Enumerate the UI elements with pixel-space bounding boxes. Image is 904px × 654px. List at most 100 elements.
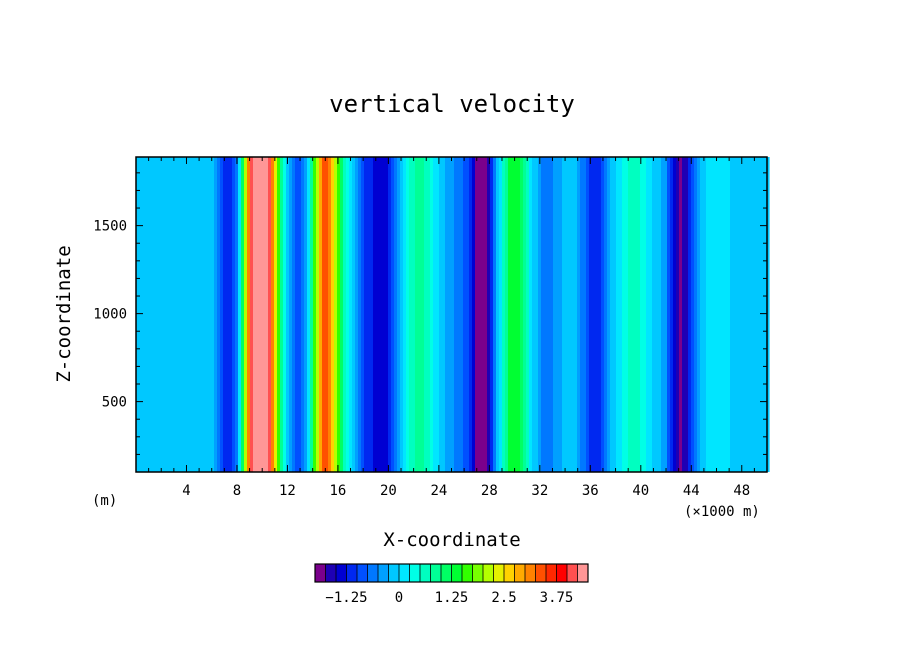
heatmap-cell bbox=[466, 157, 470, 472]
heatmap-cell bbox=[367, 157, 371, 472]
heatmap-cell bbox=[730, 157, 734, 472]
heatmap-cell bbox=[397, 157, 401, 472]
heatmap-cell bbox=[640, 157, 644, 472]
colorbar-swatch bbox=[441, 564, 452, 582]
heatmap-cell bbox=[316, 157, 320, 472]
colorbar-swatch bbox=[399, 564, 410, 582]
heatmap-cell bbox=[547, 157, 551, 472]
heatmap-cell bbox=[325, 157, 329, 472]
heatmap-cell bbox=[577, 157, 581, 472]
x-axis: 4 8 12 16 20 24 28 32 36 40 44 48 bbox=[148, 157, 755, 499]
heatmap-cell bbox=[394, 157, 398, 472]
heatmap-cell bbox=[358, 157, 362, 472]
x-tick-label: 16 bbox=[329, 483, 346, 499]
heatmap-cell bbox=[340, 157, 344, 472]
heatmap-cell bbox=[688, 157, 692, 472]
colorbar-labels: −1.25 0 1.25 2.5 3.75 bbox=[325, 590, 573, 606]
heatmap-cell bbox=[220, 157, 224, 472]
heatmap-cell bbox=[664, 157, 668, 472]
heatmap-cell bbox=[748, 157, 752, 472]
heatmap-cell bbox=[742, 157, 746, 472]
heatmap-cell bbox=[379, 157, 383, 472]
heatmap-cell bbox=[736, 157, 740, 472]
heatmap-cell bbox=[580, 157, 584, 472]
colorbar-swatch bbox=[462, 564, 473, 582]
heatmap-cell bbox=[430, 157, 434, 472]
heatmap-cell bbox=[334, 157, 338, 472]
heatmap-cell bbox=[445, 157, 449, 472]
heatmap-cell bbox=[349, 157, 353, 472]
heatmap-cell bbox=[625, 157, 629, 472]
colorbar-swatch bbox=[472, 564, 484, 582]
colorbar-swatch bbox=[504, 564, 515, 582]
heatmap-cell bbox=[469, 157, 473, 472]
heatmap-cell bbox=[592, 157, 596, 472]
heatmap-cell bbox=[757, 157, 761, 472]
plot-area bbox=[136, 157, 770, 472]
heatmap-cell bbox=[733, 157, 737, 472]
x-tick-label: 20 bbox=[380, 483, 397, 499]
x-tick-label: 36 bbox=[582, 483, 599, 499]
heatmap-cell bbox=[433, 157, 437, 472]
heatmap-cell bbox=[556, 157, 560, 472]
heatmap-cell bbox=[622, 157, 626, 472]
heatmap-cell bbox=[721, 157, 725, 472]
heatmap-cell bbox=[481, 157, 485, 472]
x-tick-label: 40 bbox=[632, 483, 649, 499]
colorbar-swatch bbox=[378, 564, 389, 582]
heatmap-cell bbox=[232, 157, 236, 472]
colorbar-swatch bbox=[325, 564, 337, 582]
heatmap-cell bbox=[361, 157, 365, 472]
heatmap-cell bbox=[643, 157, 647, 472]
heatmap-cell bbox=[502, 157, 506, 472]
heatmap-cell bbox=[589, 157, 593, 472]
heatmap-cell bbox=[526, 157, 530, 472]
chart-title: vertical velocity bbox=[329, 90, 575, 118]
heatmap-cell bbox=[619, 157, 623, 472]
colorbar-swatch bbox=[357, 564, 368, 582]
heatmap-cell bbox=[607, 157, 611, 472]
x-axis-title: X-coordinate bbox=[383, 529, 520, 551]
heatmap-cell bbox=[739, 157, 743, 472]
heatmap-cell bbox=[187, 157, 191, 472]
heatmap-cell bbox=[697, 157, 701, 472]
heatmap-cell bbox=[421, 157, 425, 472]
heatmap-cell bbox=[724, 157, 728, 472]
heatmap-cell bbox=[598, 157, 602, 472]
heatmap-cell bbox=[475, 157, 479, 472]
heatmap-cell bbox=[175, 157, 179, 472]
heatmap-cell bbox=[391, 157, 395, 472]
x-unit-right: (×1000 m) bbox=[684, 504, 760, 520]
heatmap-cell bbox=[637, 157, 641, 472]
heatmap-cell bbox=[601, 157, 605, 472]
y-axis-title: Z-coordinate bbox=[53, 245, 75, 382]
heatmap-cell bbox=[154, 157, 158, 472]
heatmap-cell bbox=[286, 157, 290, 472]
heatmap-cell bbox=[646, 157, 650, 472]
colorbar-tick-label: 2.5 bbox=[491, 590, 516, 606]
heatmap-cell bbox=[322, 157, 326, 472]
heatmap-cell bbox=[277, 157, 281, 472]
colorbar-swatch bbox=[388, 564, 400, 582]
heatmap-cell bbox=[583, 157, 587, 472]
heatmap-cell bbox=[139, 157, 143, 472]
heatmap-cell bbox=[208, 157, 212, 472]
heatmap-cell bbox=[634, 157, 638, 472]
heatmap-cell bbox=[259, 157, 263, 472]
heatmap-cell bbox=[628, 157, 632, 472]
heatmap-cell bbox=[169, 157, 173, 472]
heatmap-cell bbox=[514, 157, 518, 472]
heatmap-cell bbox=[262, 157, 266, 472]
y-axis: 500 1000 1500 bbox=[93, 172, 767, 455]
colorbar bbox=[314, 563, 589, 583]
heatmap-cell bbox=[301, 157, 305, 472]
heatmap-cell bbox=[760, 157, 764, 472]
colorbar-swatch bbox=[315, 564, 326, 582]
heatmap-cell bbox=[310, 157, 314, 472]
heatmap-cell bbox=[523, 157, 527, 472]
heatmap-cell bbox=[292, 157, 296, 472]
heatmap-cell bbox=[529, 157, 533, 472]
heatmap-cell bbox=[574, 157, 578, 472]
heatmap-cell bbox=[652, 157, 656, 472]
heatmap-cell bbox=[442, 157, 446, 472]
